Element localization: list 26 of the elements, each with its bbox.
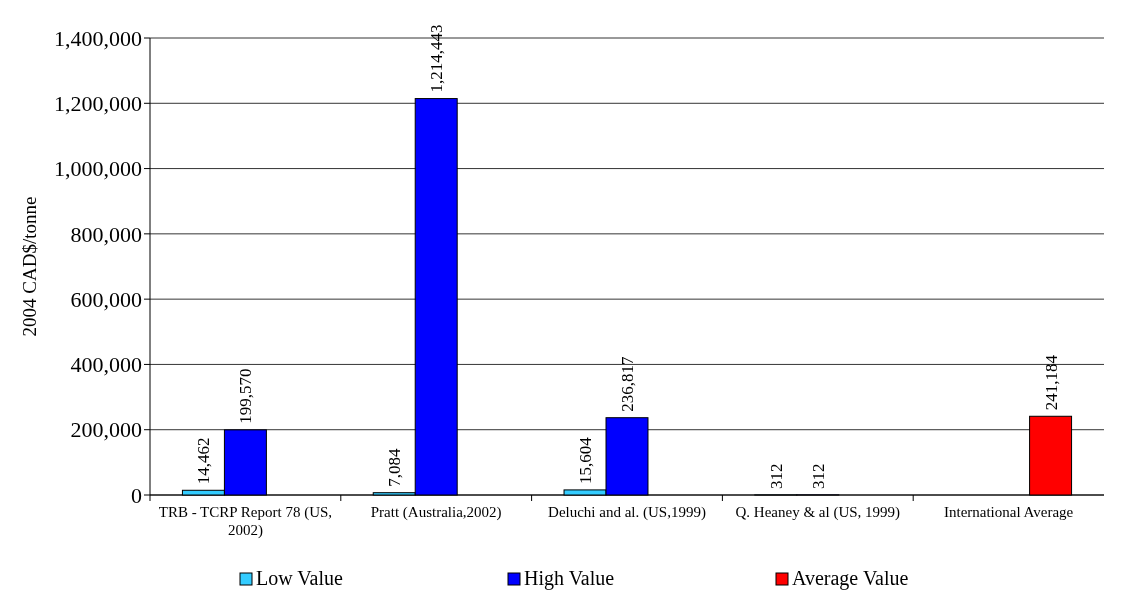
legend-label: Low Value [256, 567, 343, 589]
data-label: 199,570 [236, 368, 256, 424]
data-label: 236,817 [618, 355, 637, 412]
y-tick-label: 1,000,000 [54, 156, 142, 182]
data-label: 15,604 [576, 436, 596, 484]
x-tick-label: Q. Heaney & al (US, 1999) [735, 504, 901, 521]
y-tick-label: 600,000 [70, 286, 142, 312]
legend-label: Average Value [792, 567, 909, 590]
data-label: 312 [808, 463, 828, 489]
y-axis-title: 2004 CAD$/tonne [19, 196, 40, 337]
data-label: 241,184 [1041, 354, 1061, 411]
x-tick-label: Pratt (Australia,2002) [370, 504, 502, 521]
data-label: 14,462 [194, 437, 214, 485]
data-label: 1,214,443 [427, 24, 447, 93]
x-tick-label: TRB - TCRP Report 78 (US, 2002) [158, 504, 333, 539]
y-tick-label: 800,000 [70, 221, 142, 247]
y-tick-label: 400,000 [70, 352, 142, 378]
y-tick-label: 0 [131, 482, 142, 508]
x-tick-label: International Average [943, 504, 1074, 520]
data-label: 7,084 [385, 447, 405, 487]
y-tick-label: 1,200,000 [54, 90, 142, 116]
data-label: 312 [766, 463, 786, 489]
y-tick-label: 1,400,000 [54, 25, 142, 51]
x-tick-label: Deluchi and al. (US,1999) [548, 504, 706, 521]
y-tick-label: 200,000 [70, 417, 142, 443]
legend-label: High Value [524, 567, 615, 590]
